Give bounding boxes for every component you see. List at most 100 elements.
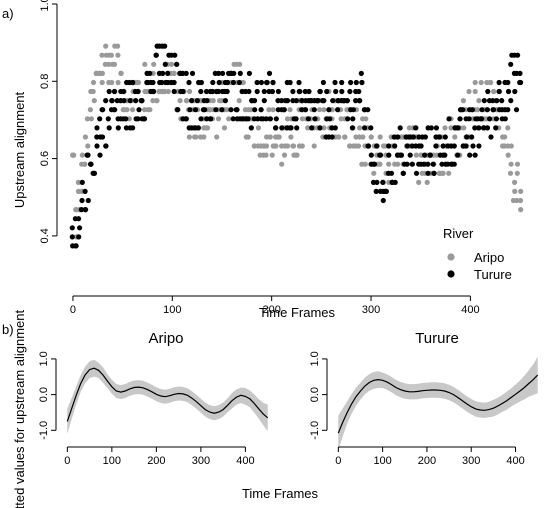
data-point — [309, 125, 315, 131]
data-point — [281, 152, 288, 158]
data-point — [236, 79, 242, 86]
data-point — [225, 79, 231, 86]
data-point — [345, 116, 351, 122]
data-point — [221, 125, 228, 131]
data-point — [339, 79, 345, 86]
data-point — [299, 98, 305, 104]
data-point — [451, 161, 457, 167]
fitted-y-axis-label: Fitted values for upstream alignment — [12, 309, 27, 508]
data-point — [425, 161, 431, 167]
turure-fit-line — [337, 374, 539, 434]
data-point — [165, 88, 171, 95]
data-point — [109, 79, 115, 86]
data-point — [264, 134, 270, 140]
data-point — [335, 107, 341, 113]
data-point — [120, 107, 126, 113]
data-point — [424, 179, 430, 185]
data-point — [236, 98, 242, 104]
data-point — [505, 125, 511, 131]
data-point — [111, 107, 117, 113]
data-point — [338, 116, 344, 122]
data-point — [183, 70, 189, 76]
panel-a-label: a) — [2, 6, 14, 21]
data-point — [479, 107, 485, 113]
data-point — [97, 116, 103, 122]
data-point — [467, 152, 473, 158]
data-point — [365, 107, 371, 113]
data-point — [258, 79, 264, 86]
y-tick-label: 0.0 — [38, 387, 50, 402]
data-point — [487, 116, 493, 122]
data-point — [233, 107, 239, 113]
legend-title: River — [443, 226, 474, 241]
data-point — [484, 125, 491, 131]
data-point — [115, 125, 121, 131]
data-point — [348, 79, 354, 86]
data-point — [266, 107, 272, 113]
data-point — [216, 79, 222, 86]
data-point — [94, 134, 100, 140]
data-point — [439, 161, 445, 167]
data-point — [206, 107, 213, 113]
data-point — [481, 125, 487, 131]
data-point — [413, 170, 420, 176]
data-point — [493, 116, 499, 122]
data-point — [201, 134, 207, 140]
data-point — [326, 107, 332, 113]
data-point — [215, 116, 222, 122]
data-point — [273, 116, 279, 122]
data-point — [224, 88, 230, 95]
legend-turure-swatch — [447, 270, 455, 278]
data-point — [90, 88, 96, 95]
data-point — [263, 152, 269, 158]
data-point — [460, 98, 466, 104]
data-point — [85, 143, 91, 149]
data-point — [172, 52, 178, 58]
data-point — [76, 216, 82, 222]
data-point — [512, 88, 518, 95]
data-point — [103, 143, 109, 149]
data-point — [103, 98, 109, 104]
data-point — [183, 116, 189, 122]
data-point — [175, 107, 181, 113]
data-point — [460, 107, 466, 113]
data-point — [135, 116, 141, 122]
data-point — [434, 152, 440, 158]
data-point — [493, 125, 499, 131]
data-point — [359, 79, 365, 86]
data-point — [344, 98, 350, 104]
data-point — [261, 88, 267, 95]
data-point — [99, 79, 105, 86]
legend-turure-label: Turure — [474, 267, 512, 282]
data-point — [99, 70, 105, 76]
data-point — [153, 52, 159, 58]
data-point — [177, 98, 183, 104]
data-point — [392, 179, 398, 185]
data-point — [446, 170, 452, 176]
data-point — [99, 134, 106, 140]
data-point — [278, 98, 285, 104]
data-point — [461, 125, 467, 131]
data-point — [97, 152, 103, 158]
x-tick-label: 300 — [192, 455, 210, 467]
data-point — [330, 98, 336, 104]
data-point — [204, 98, 210, 104]
data-point — [488, 134, 494, 140]
data-point — [88, 161, 94, 167]
data-point — [321, 98, 327, 104]
data-point — [258, 107, 264, 113]
data-point — [213, 107, 219, 113]
data-point — [400, 170, 406, 176]
data-point — [321, 107, 327, 113]
aripo-fit-path — [66, 367, 269, 422]
data-point — [124, 107, 130, 113]
data-point — [290, 88, 296, 95]
data-point — [228, 107, 234, 113]
data-point — [171, 79, 177, 86]
data-point — [357, 125, 363, 131]
data-point — [290, 143, 296, 149]
data-point — [194, 98, 200, 104]
data-point — [248, 125, 254, 131]
data-point — [368, 152, 374, 158]
data-point — [279, 125, 285, 131]
